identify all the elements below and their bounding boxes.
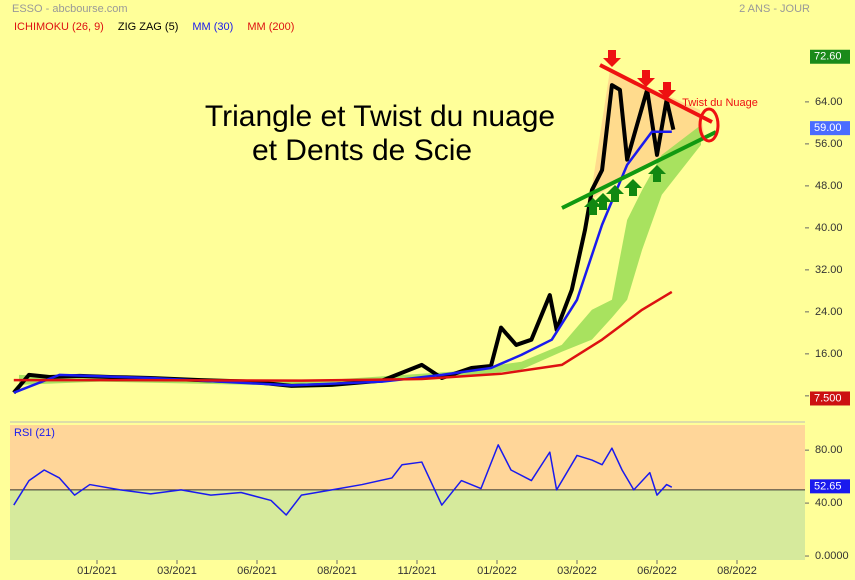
- legend-entry: MM (200): [247, 21, 294, 33]
- y-tick-label: 48.00: [815, 180, 843, 192]
- x-tick-label: 06/2022: [637, 565, 677, 577]
- legend-entry: MM (30): [192, 21, 233, 33]
- x-tick-label: 01/2022: [477, 565, 517, 577]
- y-tick-label: 0.0000: [815, 550, 849, 562]
- x-tick-label: 03/2021: [157, 565, 197, 577]
- x-tick-label: 01/2021: [77, 565, 117, 577]
- twist-circle: [698, 107, 720, 143]
- y-tick-label: 80.00: [815, 444, 843, 456]
- y-tick-label: 16.00: [815, 348, 843, 360]
- y-tick-label: 24.00: [815, 306, 843, 318]
- annotation-subtitle: et Dents de Scie: [252, 134, 472, 167]
- down-arrows: [603, 50, 676, 99]
- annotation-twist: Twist du Nuage: [682, 97, 758, 109]
- rsi-lower-zone: [10, 489, 805, 560]
- series-line: [13, 290, 673, 382]
- x-tick-label: 03/2022: [557, 565, 597, 577]
- value-badge: [810, 391, 850, 406]
- period: 2 ANS - JOUR: [739, 3, 810, 15]
- x-tick-label: 08/2021: [317, 565, 357, 577]
- annotation-title: Triangle et Twist du nuage: [205, 100, 555, 133]
- value-badge-label: 72.60: [814, 51, 842, 63]
- y-tick-label: 40.00: [815, 222, 843, 234]
- value-badge: [810, 49, 850, 64]
- rsi-upper-zone: [10, 425, 805, 490]
- y-tick-label: 56.00: [815, 138, 843, 150]
- value-badge: [810, 121, 850, 136]
- value-badge-label: 59.00: [814, 122, 842, 134]
- source: ESSO - abcbourse.com: [12, 3, 128, 15]
- legend-entry: ICHIMOKU (26, 9): [14, 21, 104, 33]
- y-tick-label: 32.00: [815, 264, 843, 276]
- rsi-title: RSI (21): [14, 427, 55, 439]
- value-badge-label: 52.65: [814, 480, 842, 492]
- up-arrows: [584, 165, 666, 215]
- resistance-line: [599, 63, 713, 124]
- legend-entry: ZIG ZAG (5): [118, 21, 179, 33]
- support-line: [561, 130, 717, 210]
- x-tick-label: 11/2021: [398, 565, 437, 577]
- y-tick-label: 40.00: [815, 497, 843, 509]
- x-tick-label: 06/2021: [237, 565, 277, 577]
- value-badge-label: 7.500: [814, 392, 842, 404]
- x-tick-label: 08/2022: [717, 565, 757, 577]
- series-line: [13, 444, 673, 516]
- y-tick-label: 64.00: [815, 96, 843, 108]
- value-badge: [810, 479, 850, 494]
